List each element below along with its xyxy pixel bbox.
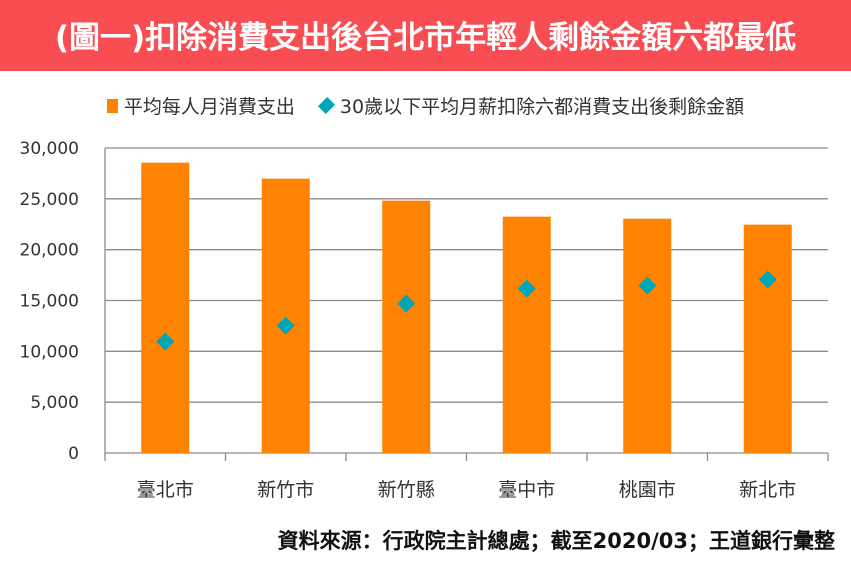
legend-bar-label: 平均每人月消費支出 [123,96,295,118]
x-tick-label: 臺中市 [498,479,555,501]
bar [382,200,431,453]
y-tick-label: 10,000 [20,342,79,362]
y-tick-label: 5,000 [30,393,79,413]
x-tick-label: 臺北市 [137,479,194,501]
diamond-marker [517,279,536,298]
bar [623,218,672,453]
x-tick-label: 新竹市 [257,479,314,501]
diamond-marker [156,332,175,351]
legend-bar-swatch-icon [106,98,118,113]
x-tick-label: 新竹縣 [378,479,435,501]
x-tick-label: 新北市 [739,479,796,501]
y-tick-label: 25,000 [20,190,79,210]
bar [743,224,792,453]
y-tick-label: 20,000 [20,241,79,261]
bar [141,162,190,453]
chart-title: (圖一)扣除消費支出後台北市年輕人剩餘金額六都最低 [54,20,797,56]
source-note: 資料來源：行政院主計總處；截至2020/03；王道銀行彙整 [277,529,835,553]
bar [261,178,310,454]
diamond-marker [397,294,416,313]
bar [502,216,551,453]
diamond-marker [276,316,295,335]
x-tick-label: 桃園市 [619,479,676,501]
diamond-marker [638,276,657,295]
legend-marker-label: 30歲以下平均月薪扣除六都消費支出後剩餘金額 [339,96,745,118]
y-tick-label: 30,000 [20,139,79,159]
legend: 平均每人月消費支出 30歲以下平均月薪扣除六都消費支出後剩餘金額 [0,92,851,119]
diamond-marker [758,270,777,289]
y-tick-label: 0 [68,444,79,464]
title-banner: (圖一)扣除消費支出後台北市年輕人剩餘金額六都最低 [0,0,851,71]
y-tick-label: 15,000 [20,292,79,312]
